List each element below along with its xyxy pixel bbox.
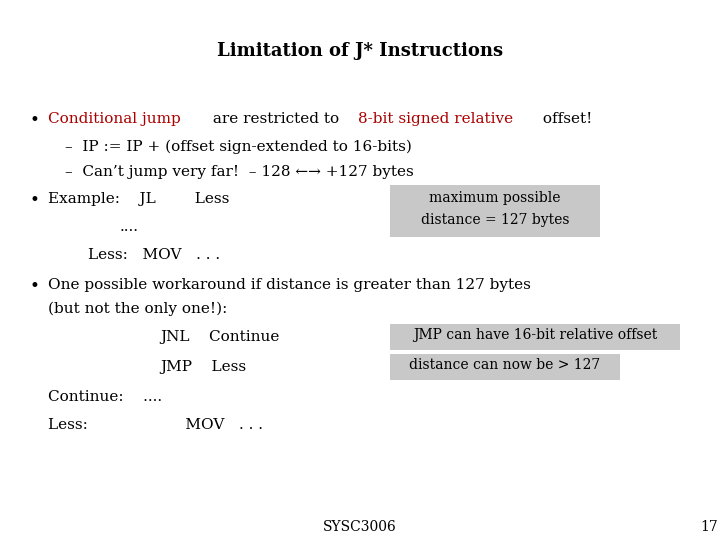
Text: –  IP := IP + (offset sign-extended to 16-bits): – IP := IP + (offset sign-extended to 16…	[65, 140, 412, 154]
Text: 8-bit signed relative: 8-bit signed relative	[358, 112, 513, 126]
Text: (but not the only one!):: (but not the only one!):	[48, 302, 228, 316]
Text: Less:   MOV   . . .: Less: MOV . . .	[88, 248, 220, 262]
Text: One possible workaround if distance is greater than 127 bytes: One possible workaround if distance is g…	[48, 278, 531, 292]
Text: maximum possible: maximum possible	[429, 191, 561, 205]
Text: ....: ....	[120, 220, 139, 234]
Text: –  Can’t jump very far!  – 128 ←→ +127 bytes: – Can’t jump very far! – 128 ←→ +127 byt…	[65, 165, 414, 179]
Text: distance can now be > 127: distance can now be > 127	[410, 358, 600, 372]
Text: JMP can have 16-bit relative offset: JMP can have 16-bit relative offset	[413, 328, 657, 342]
Text: 17: 17	[700, 520, 718, 534]
Text: Less:                    MOV   . . .: Less: MOV . . .	[48, 418, 263, 432]
Text: JNL    Continue: JNL Continue	[160, 330, 279, 344]
Text: •: •	[30, 278, 40, 295]
Text: Continue:    ....: Continue: ....	[48, 390, 162, 404]
FancyBboxPatch shape	[390, 324, 680, 350]
Text: •: •	[30, 192, 40, 209]
FancyBboxPatch shape	[390, 185, 600, 237]
Text: Limitation of J* Instructions: Limitation of J* Instructions	[217, 42, 503, 60]
Text: are restricted to: are restricted to	[208, 112, 344, 126]
Text: distance = 127 bytes: distance = 127 bytes	[420, 213, 570, 227]
FancyBboxPatch shape	[390, 354, 620, 380]
Text: •: •	[30, 112, 40, 129]
Text: Conditional jump: Conditional jump	[48, 112, 181, 126]
Text: JMP    Less: JMP Less	[160, 360, 246, 374]
Text: Example:    JL        Less: Example: JL Less	[48, 192, 230, 206]
Text: offset!: offset!	[538, 112, 593, 126]
Text: SYSC3006: SYSC3006	[323, 520, 397, 534]
